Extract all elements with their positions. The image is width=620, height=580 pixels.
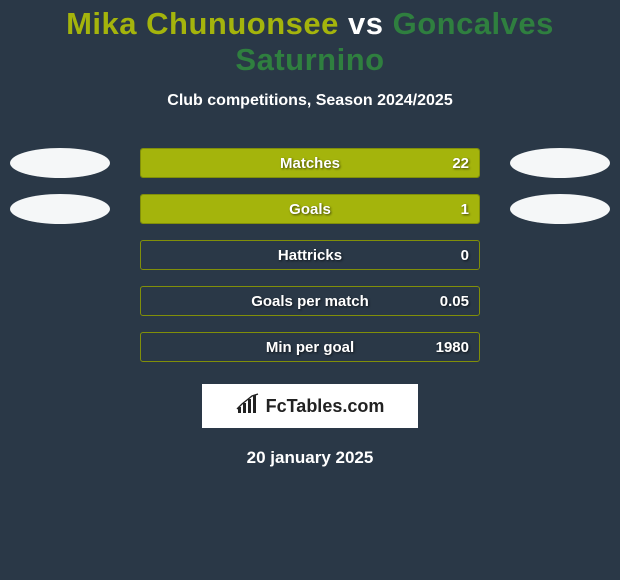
stat-bar: Goals per match0.05: [140, 286, 480, 316]
logo-text: FcTables.com: [266, 396, 385, 417]
stat-value: 0.05: [440, 287, 469, 315]
stat-row: Goals1: [0, 194, 620, 224]
stat-label: Goals per match: [141, 287, 479, 315]
stat-bar: Hattricks0: [140, 240, 480, 270]
stat-value: 0: [461, 241, 469, 269]
vs-separator: vs: [348, 6, 383, 41]
page-title: Mika Chunuonsee vs Goncalves Saturnino: [0, 6, 620, 78]
stat-value: 1980: [436, 333, 469, 361]
stat-label: Hattricks: [141, 241, 479, 269]
logo-badge: FcTables.com: [202, 384, 418, 428]
subtitle: Club competitions, Season 2024/2025: [0, 92, 620, 110]
stat-label: Goals: [141, 195, 479, 223]
player2-ellipse: [510, 148, 610, 178]
player1-ellipse: [10, 194, 110, 224]
stat-value: 22: [452, 149, 469, 177]
player2-ellipse: [510, 194, 610, 224]
stats-list: Matches22 Goals1 Hattricks0 Goals per match…: [0, 148, 620, 362]
date-label: 20 january 2025: [0, 448, 620, 468]
stat-bar: Matches22: [140, 148, 480, 178]
comparison-infographic: Mika Chunuonsee vs Goncalves Saturnino C…: [0, 0, 620, 468]
stat-row: Min per goal1980: [0, 332, 620, 362]
stat-bar: Min per goal1980: [140, 332, 480, 362]
player1-name: Mika Chunuonsee: [66, 6, 339, 41]
stat-row: Matches22: [0, 148, 620, 178]
stat-label: Matches: [141, 149, 479, 177]
bar-chart-icon: [236, 393, 262, 420]
stat-label: Min per goal: [141, 333, 479, 361]
stat-bar: Goals1: [140, 194, 480, 224]
stat-row: Hattricks0: [0, 240, 620, 270]
stat-row: Goals per match0.05: [0, 286, 620, 316]
stat-value: 1: [461, 195, 469, 223]
player1-ellipse: [10, 148, 110, 178]
